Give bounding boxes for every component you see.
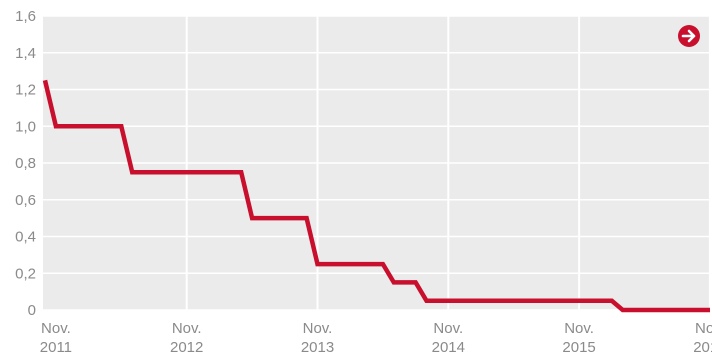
y-tick-label: 0,4 (15, 229, 36, 246)
x-tick-year: 2012 (170, 339, 203, 356)
x-tick-month: Nov. (433, 320, 463, 337)
y-tick-label: 0,2 (15, 265, 36, 282)
x-tick-month: Nov. (41, 320, 71, 337)
x-tick-month: Nov. (695, 320, 712, 337)
y-tick-label: 1,0 (15, 118, 36, 135)
x-tick-year: 2011 (40, 339, 72, 356)
x-tick-month: Nov. (172, 320, 202, 337)
horizontal-gridlines (43, 15, 710, 311)
arrow-glyph (681, 29, 696, 43)
y-tick-label: 1,4 (15, 45, 36, 62)
x-tick-month: Nov. (303, 320, 333, 337)
series-layer (42, 79, 710, 313)
y-tick-label: 1,6 (15, 8, 36, 25)
y-tick-label: 0,8 (15, 155, 36, 172)
x-tick-year: 2013 (301, 339, 334, 356)
x-tick-month: Nov. (564, 320, 594, 337)
y-tick-label: 0 (28, 302, 36, 319)
y-axis-tick-labels: 0 0,2 0,4 0,6 0,8 1,0 1,2 1,4 1,6 (15, 8, 36, 319)
x-tick-year: 2016 (693, 339, 712, 356)
y-tick-label: 0,6 (15, 192, 36, 209)
next-arrow-button[interactable] (678, 25, 700, 47)
y-tick-label: 1,2 (15, 82, 36, 99)
x-tick-year: 2015 (562, 339, 595, 356)
x-axis-tick-labels: Nov. 2011 Nov. 2012 Nov. 2013 Nov. 2014 Nov. 2015… (40, 320, 712, 356)
series-line (42, 79, 710, 313)
x-tick-year: 2014 (432, 339, 465, 356)
